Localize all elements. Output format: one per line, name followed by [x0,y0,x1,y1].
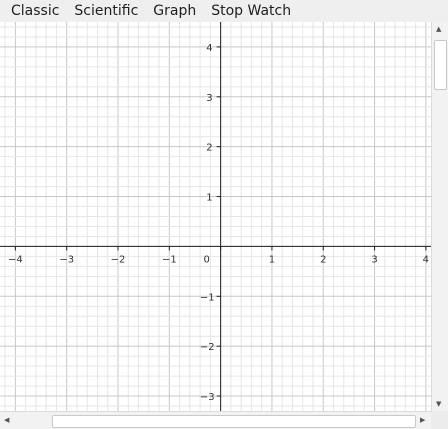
x-tick-label: 4 [423,254,429,265]
x-tick-label: 1 [269,254,275,265]
scroll-left-arrow-icon[interactable]: ◀ [4,416,10,424]
menu-scientific[interactable]: Scientific [74,3,139,19]
y-tick-label: 1 [206,193,212,204]
y-tick-label: −1 [200,292,215,303]
y-tick-label: 4 [206,43,212,54]
scrollbar-corner [431,411,448,429]
vertical-scrollbar[interactable]: ▲ ▼ [431,22,448,411]
x-tick-label: −4 [8,254,23,265]
y-tick-label: 3 [206,93,212,104]
x-tick-label: 3 [371,254,377,265]
x-tick-label: −1 [162,254,177,265]
menu-stop-watch[interactable]: Stop Watch [211,3,292,19]
vertical-scroll-thumb[interactable] [434,40,447,90]
x-tick-label: 0 [203,254,209,265]
graph-canvas[interactable]: −4 −3 −2 −1 0 1 2 3 4 4 3 2 1 −1 −2 −3 [0,22,431,411]
y-tick-label: −2 [200,342,215,353]
horizontal-scrollbar[interactable]: ◀ ▶ [0,411,431,429]
x-tick-label: −2 [111,254,126,265]
x-tick-label: −3 [59,254,74,265]
graph-plot: −4 −3 −2 −1 0 1 2 3 4 4 3 2 1 −1 −2 −3 [0,22,431,411]
menu-bar: Classic Scientific Graph Stop Watch [0,0,448,23]
scroll-up-arrow-icon[interactable]: ▲ [436,25,442,33]
horizontal-scroll-thumb[interactable] [52,415,416,428]
menu-classic[interactable]: Classic [11,3,60,19]
y-tick-label: 2 [206,143,212,154]
scroll-down-arrow-icon[interactable]: ▼ [436,400,442,408]
y-tick-label: −3 [200,392,215,403]
menu-graph[interactable]: Graph [153,3,197,19]
scroll-right-arrow-icon[interactable]: ▶ [420,416,426,424]
x-tick-label: 2 [320,254,326,265]
